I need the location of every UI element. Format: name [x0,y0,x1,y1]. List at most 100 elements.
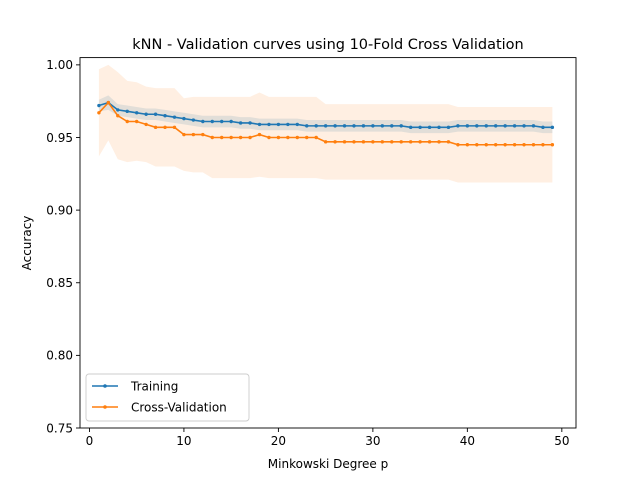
point-cross-validation [541,143,545,147]
x-tick-label: 20 [271,434,286,448]
point-training [446,125,451,130]
point-training [134,111,139,115]
point-cross-validation [295,135,299,140]
point-cross-validation [220,135,224,140]
point-cross-validation [371,140,375,144]
point-training [399,124,403,128]
point-cross-validation [399,140,403,144]
point-training [475,124,479,128]
point-training [191,118,196,122]
point-training [361,124,366,128]
point-cross-validation [408,140,413,144]
point-cross-validation [427,140,432,144]
point-training [286,122,290,127]
point-training [342,124,347,128]
y-tick-label: 0.75 [46,421,73,435]
series-points [97,100,555,147]
legend-box [85,373,250,422]
point-training [182,116,186,121]
point-cross-validation [305,135,309,140]
y-axis-ticks: 0.75 0.80 0.85 0.90 0.95 1.00 [46,58,80,435]
point-cross-validation [172,125,177,130]
point-training [153,112,158,116]
point-training [116,108,120,112]
point-training [494,124,498,128]
band-cross-validation [98,64,553,183]
point-training [305,124,309,128]
point-cross-validation [97,111,101,115]
point-cross-validation [522,143,526,147]
point-training [418,125,422,130]
x-tick-label: 40 [460,434,475,448]
point-training [295,122,299,127]
point-cross-validation [484,143,488,147]
point-training [456,124,460,128]
y-axis-label: Accuracy [20,216,34,271]
point-training [97,103,101,108]
legend: Training Cross-Validation [85,373,250,422]
point-cross-validation [503,143,507,147]
point-cross-validation [229,135,233,140]
point-cross-validation [456,143,460,147]
point-cross-validation [494,143,498,147]
point-training [172,115,177,119]
point-training [352,124,356,128]
x-tick-label: 10 [176,434,191,448]
point-cross-validation [201,132,205,137]
y-tick-label: 0.85 [46,276,73,290]
point-cross-validation [182,132,186,137]
point-cross-validation [361,140,366,144]
point-training [531,124,536,128]
point-training [163,114,167,118]
point-cross-validation [106,100,111,105]
point-training [408,125,413,130]
y-tick-label: 1.00 [46,58,73,72]
point-cross-validation [446,140,451,144]
x-tick-label: 50 [554,434,569,448]
legend-marker-training [103,384,107,388]
point-cross-validation [323,140,328,144]
point-cross-validation [390,140,394,144]
point-training [238,121,243,125]
point-cross-validation [267,135,271,140]
legend-label-cross-validation: Cross-Validation [131,401,227,415]
point-training [220,119,224,124]
point-cross-validation [134,119,139,124]
x-tick-label: 30 [365,434,380,448]
point-cross-validation [163,125,167,130]
point-training [125,109,129,114]
x-axis-label: Minkowski Degree p [268,457,388,471]
chart-title: kNN - Validation curves using 10-Fold Cr… [132,37,524,53]
point-cross-validation [276,135,281,140]
point-cross-validation [314,135,318,140]
point-cross-validation [210,135,214,140]
point-cross-validation [352,140,356,144]
point-training [201,119,205,124]
point-training [229,119,233,124]
point-training [314,124,318,128]
point-training [484,124,488,128]
point-cross-validation [342,140,347,144]
point-cross-validation [257,132,262,137]
point-cross-validation [238,135,243,140]
point-cross-validation [418,140,422,144]
point-training [210,119,214,124]
point-cross-validation [125,119,129,124]
point-training [427,125,432,130]
point-cross-validation [465,143,470,147]
point-training [144,112,148,116]
point-training [465,124,470,128]
legend-marker-cross-validation [103,405,107,409]
point-training [333,124,337,128]
point-training [371,124,375,128]
point-cross-validation [437,140,441,144]
point-training [380,124,385,128]
point-training [257,122,262,127]
point-cross-validation [248,135,252,140]
point-training [267,122,271,127]
point-cross-validation [153,125,158,130]
point-cross-validation [475,143,479,147]
point-training [323,124,328,128]
confidence-bands [98,64,553,183]
